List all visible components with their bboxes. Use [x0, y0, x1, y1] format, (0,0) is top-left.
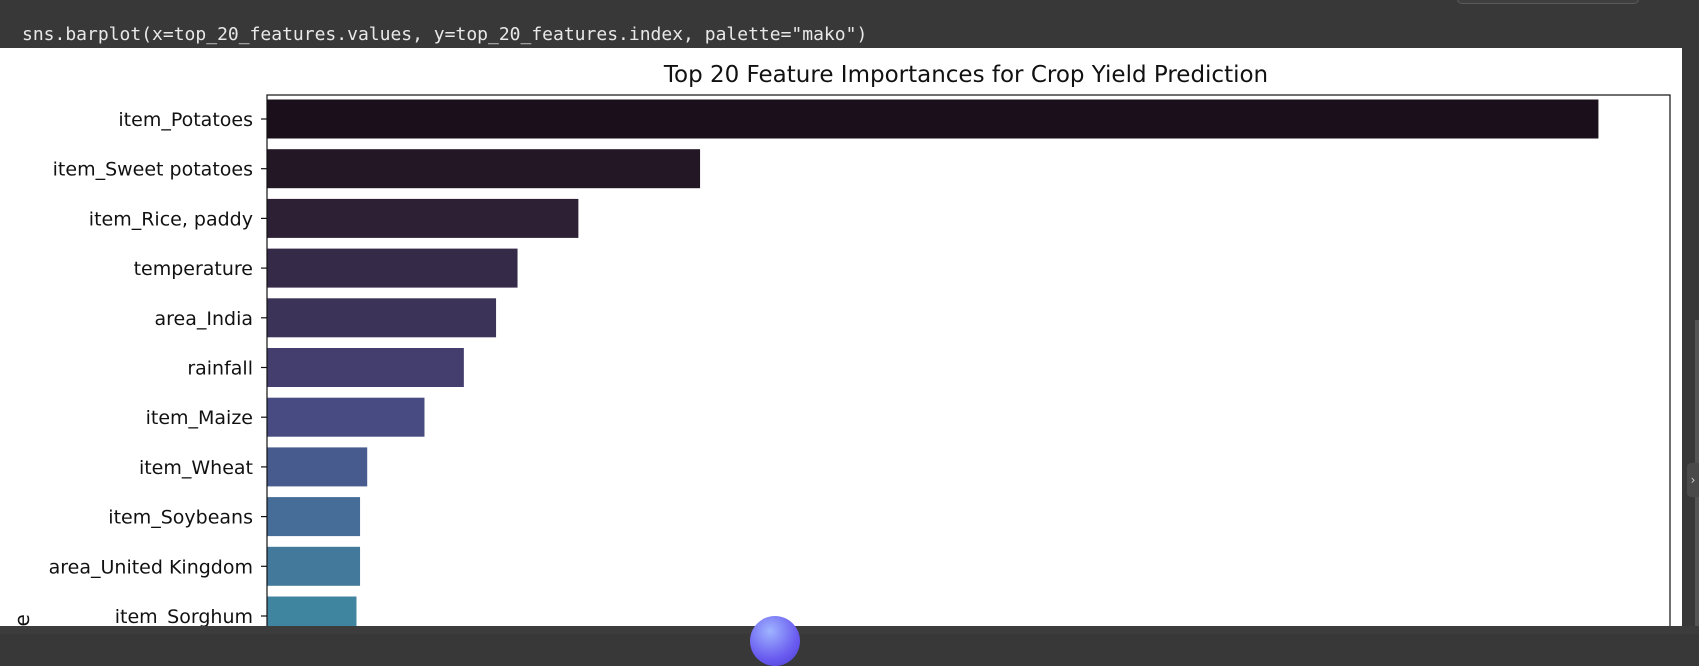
toolbar-widget[interactable]	[1457, 0, 1639, 4]
y-tick-label: area_India	[155, 308, 254, 330]
bar-0	[267, 99, 1599, 139]
bar-9	[267, 546, 361, 586]
y-axis-label: Feature	[10, 614, 34, 626]
y-tick-label: area_United Kingdom	[49, 556, 253, 578]
collapse-handle-icon[interactable]: ›	[1687, 463, 1699, 497]
plot-area	[266, 94, 1671, 626]
bars	[267, 99, 1599, 626]
bar-chart: Top 20 Feature Importances for Crop Yiel…	[10, 62, 1671, 626]
bar-6	[267, 397, 425, 437]
y-tick-label: item_Sweet potatoes	[53, 159, 253, 181]
code-cell-line: sns.barplot(x=top_20_features.values, y=…	[22, 24, 868, 45]
assistant-fab-icon[interactable]	[750, 616, 800, 666]
output-panel: Top 20 Feature Importances for Crop Yiel…	[0, 48, 1682, 626]
y-tick-label: rainfall	[187, 358, 253, 380]
bar-3	[267, 248, 518, 288]
bar-5	[267, 348, 464, 387]
y-tick-labels: item_Potatoes item_Sweet potatoes item_Ric…	[49, 109, 267, 626]
y-tick-label: item_Wheat	[139, 457, 253, 479]
y-tick-label: item_Rice, paddy	[89, 208, 253, 230]
bottom-bar	[0, 626, 1699, 634]
bar-7	[267, 447, 368, 487]
bar-2	[267, 198, 579, 238]
bar-4	[267, 298, 497, 338]
bar-10	[267, 596, 357, 626]
bar-8	[267, 497, 361, 537]
y-tick-label: temperature	[134, 258, 253, 280]
bar-1	[267, 149, 701, 189]
chart-title: Top 20 Feature Importances for Crop Yiel…	[663, 62, 1268, 88]
y-tick-label: item_Sorghum	[115, 606, 253, 626]
y-tick-label: item_Maize	[146, 407, 253, 429]
y-tick-label: item_Potatoes	[118, 109, 253, 131]
y-tick-label: item_Soybeans	[108, 507, 253, 529]
